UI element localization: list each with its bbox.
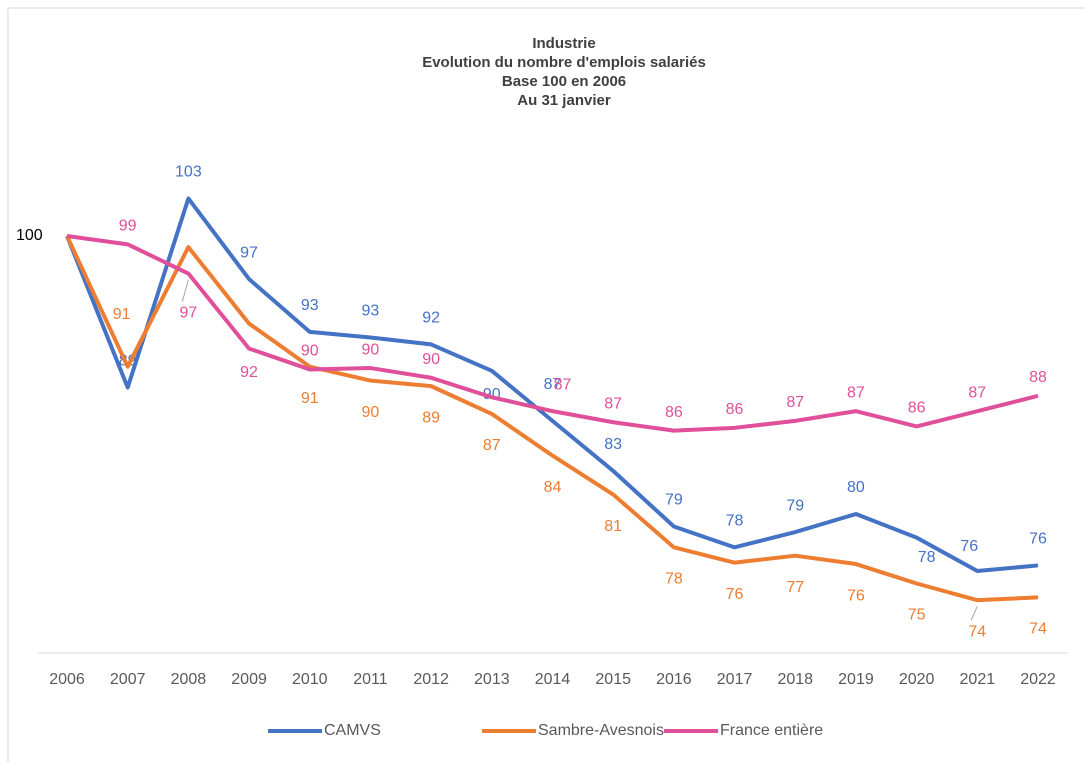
chart-title: Industrie bbox=[532, 35, 595, 52]
data-label: 90 bbox=[362, 341, 380, 358]
data-label: 78 bbox=[726, 513, 744, 530]
legend-label: CAMVS bbox=[324, 722, 381, 739]
data-label: 88 bbox=[1029, 369, 1047, 386]
data-label: 100 bbox=[16, 227, 43, 244]
chart-border bbox=[7, 7, 1085, 762]
data-label: 78 bbox=[918, 549, 936, 566]
x-tick-label: 2013 bbox=[474, 671, 510, 688]
data-label: 74 bbox=[968, 623, 986, 640]
data-label: 89 bbox=[422, 409, 440, 426]
data-label: 87 bbox=[847, 384, 865, 401]
data-label: 87 bbox=[604, 395, 622, 412]
x-tick-label: 2017 bbox=[717, 671, 753, 688]
legend-label: Sambre-Avesnois bbox=[538, 722, 664, 739]
x-tick-label: 2022 bbox=[1020, 671, 1056, 688]
data-label: 97 bbox=[240, 244, 258, 261]
data-label: 76 bbox=[960, 538, 978, 555]
x-tick-label: 2021 bbox=[960, 671, 996, 688]
data-label: 87 bbox=[544, 376, 562, 393]
line-series bbox=[65, 196, 1039, 573]
data-label: 91 bbox=[301, 390, 319, 407]
x-tick-label: 2008 bbox=[171, 671, 207, 688]
data-label: 76 bbox=[726, 586, 744, 603]
data-label: 92 bbox=[422, 310, 440, 327]
data-label: 80 bbox=[847, 479, 865, 496]
x-tick-label: 2010 bbox=[292, 671, 328, 688]
data-label: 79 bbox=[665, 492, 683, 509]
data-label: 87 bbox=[786, 394, 804, 411]
data-label: 93 bbox=[301, 297, 319, 314]
x-tick-label: 2014 bbox=[535, 671, 571, 688]
data-label: 103 bbox=[175, 164, 202, 181]
data-label: 90 bbox=[301, 343, 319, 360]
data-label: 87 bbox=[968, 384, 986, 401]
x-tick-label: 2015 bbox=[595, 671, 631, 688]
data-label: 81 bbox=[604, 518, 622, 535]
data-label: 76 bbox=[1029, 531, 1047, 548]
x-tick-label: 2016 bbox=[656, 671, 692, 688]
data-label: 76 bbox=[847, 587, 865, 604]
data-label: 93 bbox=[362, 303, 380, 320]
data-label: 77 bbox=[786, 579, 804, 596]
data-label: 90 bbox=[422, 351, 440, 368]
data-label: 78 bbox=[665, 571, 683, 588]
x-tick-label: 2006 bbox=[49, 671, 85, 688]
data-label: 99 bbox=[119, 218, 137, 235]
data-label: 92 bbox=[240, 364, 258, 381]
data-label: 97 bbox=[179, 305, 197, 322]
leader-line bbox=[181, 279, 189, 302]
data-label: 86 bbox=[908, 400, 926, 417]
x-tick-label: 2018 bbox=[777, 671, 813, 688]
x-tick-label: 2019 bbox=[838, 671, 874, 688]
data-label: 75 bbox=[908, 607, 926, 624]
data-label: 87 bbox=[483, 437, 501, 454]
data-label: 83 bbox=[604, 436, 622, 453]
leader-line bbox=[970, 605, 978, 621]
chart-title: Evolution du nombre d'emplois salariés bbox=[422, 54, 706, 71]
data-label: 90 bbox=[362, 404, 380, 421]
chart-title: Au 31 janvier bbox=[517, 92, 611, 109]
legend-label: France entière bbox=[720, 722, 823, 739]
data-label: 74 bbox=[1029, 621, 1047, 638]
x-tick-label: 2011 bbox=[353, 671, 388, 688]
data-label: 79 bbox=[786, 497, 804, 514]
data-label: 86 bbox=[726, 401, 744, 418]
data-label: 91 bbox=[113, 306, 131, 323]
data-label: 87 bbox=[554, 376, 572, 393]
x-tick-label: 2009 bbox=[231, 671, 267, 688]
chart-title: Base 100 en 2006 bbox=[502, 73, 626, 90]
line-series bbox=[66, 234, 1039, 433]
x-tick-label: 2012 bbox=[413, 671, 449, 688]
x-tick-label: 2007 bbox=[110, 671, 146, 688]
data-label: 84 bbox=[544, 479, 562, 496]
x-tick-label: 2020 bbox=[899, 671, 935, 688]
data-label: 86 bbox=[665, 404, 683, 421]
line-series bbox=[65, 235, 1039, 603]
